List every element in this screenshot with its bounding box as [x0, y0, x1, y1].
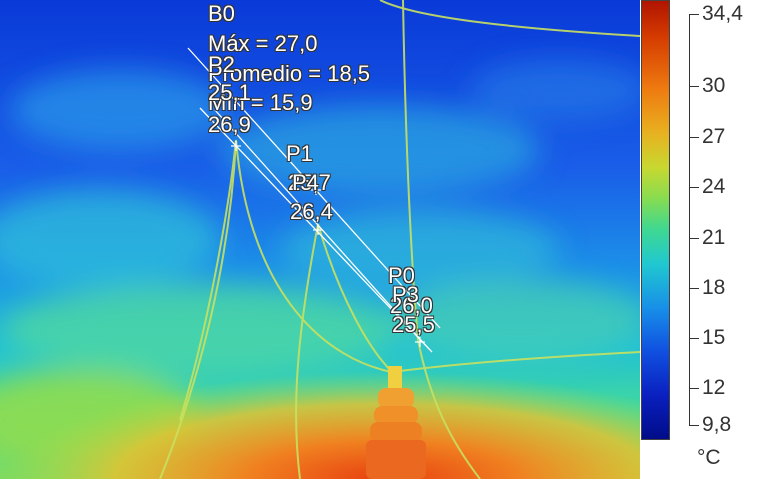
spot-markers [231, 141, 425, 347]
scale-tick [689, 288, 699, 289]
point-p1-value: 25,7 [288, 170, 331, 195]
scale-tick-label: 34,4 [702, 2, 743, 25]
point-p4b-label: P4 [292, 170, 319, 195]
scale-tick [689, 238, 699, 239]
scale-tick [689, 187, 699, 188]
point-p2-value: 25,1 [208, 80, 251, 105]
thermal-image: B0 Máx = 27,0 Promedio = 18,5 Mín = 15,9… [0, 0, 640, 479]
insulator [366, 366, 426, 479]
scale-axis [689, 14, 690, 426]
point-p4b-value: 26,4 [290, 199, 333, 224]
box-label: B0 [208, 1, 235, 26]
scale-tick-label: 15 [702, 326, 726, 349]
scale-tick [689, 338, 699, 339]
thermal-scene [0, 0, 640, 479]
scale-tick-label: 21 [702, 226, 726, 249]
scale-tick [689, 86, 699, 87]
scale-unit: °C [697, 446, 721, 469]
power-lines [159, 0, 640, 479]
scale-tick-label: 18 [702, 276, 726, 299]
scale-tick [689, 425, 699, 426]
point-p3-value: 25,5 [392, 312, 435, 337]
scale-tick-label: 9,8 [702, 413, 732, 436]
point-p1-label: P1 [286, 141, 313, 166]
point-p2-label: P2 [208, 52, 235, 77]
box-min: Mín = 15,9 [208, 90, 313, 115]
scale-tick [689, 137, 699, 138]
box-avg: Promedio = 18,5 [208, 61, 371, 86]
point-p3-label: P3 [392, 282, 419, 307]
scale-tick-label: 12 [702, 376, 726, 399]
point-p0-label: P0 [388, 263, 415, 288]
scale-tick-label: 30 [702, 74, 726, 97]
scale-tick-label: 24 [702, 175, 726, 198]
scale-tick [689, 388, 699, 389]
color-scale-bar [641, 0, 670, 440]
scale-tick-label: 27 [702, 125, 726, 148]
hot-region [0, 300, 640, 479]
box-max: Máx = 27,0 [208, 31, 318, 56]
point-p4-value: 26,9 [208, 112, 251, 137]
scale-tick [689, 14, 699, 15]
point-p0-value: 26,0 [390, 293, 433, 318]
